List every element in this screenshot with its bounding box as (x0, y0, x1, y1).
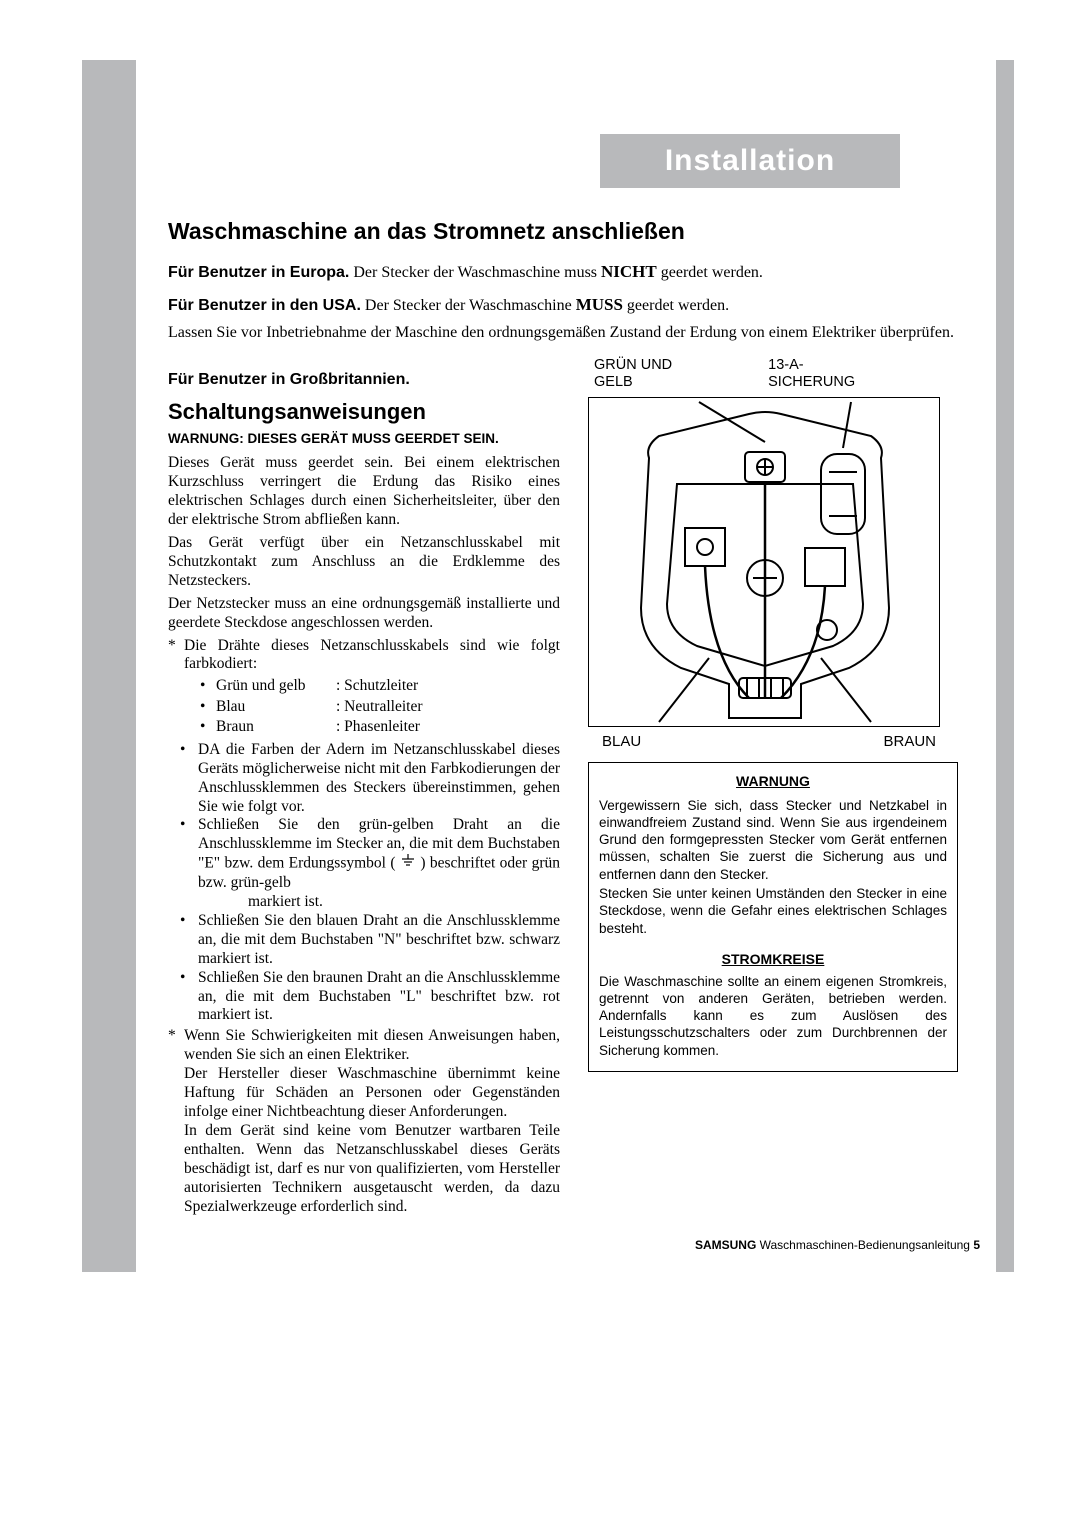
footer-brand: SAMSUNG (695, 1238, 756, 1252)
diagram-label-green-yellow: GRÜN UND GELB (594, 357, 672, 390)
electrician-note: * Wenn Sie Schwierigkeiten mit diesen An… (168, 1027, 560, 1216)
body-text: Dieses Gerät muss geerdet sein. Bei eine… (168, 454, 560, 1216)
body-p1: Dieses Gerät muss geerdet sein. Bei eine… (168, 454, 560, 530)
usa-note-2: Lassen Sie vor Inbetriebnahme der Maschi… (168, 323, 968, 344)
diagram-label-blue: BLAU (602, 733, 641, 750)
wire-row: •Braun: Phasenleiter (200, 717, 560, 737)
footer-text: Waschmaschinen-Bedienungsanleitung (756, 1238, 973, 1252)
europe-label: Für Benutzer in Europa. (168, 264, 349, 281)
wire-row: •Grün und gelb: Schutzleiter (200, 676, 560, 696)
wire-color-list: •Grün und gelb: Schutzleiter •Blau: Neut… (200, 676, 560, 736)
wire-intro: * Die Drähte dieses Netzanschlusskabels … (168, 637, 560, 675)
warning-heading: WARNUNG (599, 773, 947, 791)
body-p2: Das Gerät verfügt über ein Netzanschluss… (168, 534, 560, 591)
plug-svg (589, 398, 941, 728)
page-footer: SAMSUNG Waschmaschinen-Bedienungsanleitu… (695, 1238, 980, 1252)
diagram-label-brown: BRAUN (883, 733, 936, 750)
ground-icon (400, 854, 416, 874)
list-item-continuation: markiert ist. (248, 893, 560, 912)
body-p3: Der Netzstecker muss an eine ordnungsgem… (168, 595, 560, 633)
list-item: •Schließen Sie den blauen Draht an die A… (180, 912, 560, 969)
diagram-top-labels: GRÜN UND GELB 13-A- SICHERUNG (594, 357, 958, 390)
usa-label: Für Benutzer in den USA. (168, 297, 361, 314)
warning-p2: Stecken Sie unter keinen Umständen den S… (599, 885, 947, 937)
list-item: •Schließen Sie den grün-gelben Draht an … (180, 816, 560, 893)
circuits-heading: STROMKREISE (599, 951, 947, 969)
two-column-layout: Für Benutzer in Großbritannien. Schaltun… (168, 357, 968, 1216)
circuits-p: Die Waschmaschine sollte an einem eigene… (599, 973, 947, 1059)
left-column: Für Benutzer in Großbritannien. Schaltun… (168, 357, 560, 1216)
left-gray-bar (82, 60, 136, 1272)
instruction-bullets: •DA die Farben der Adern im Netzanschlus… (180, 741, 560, 893)
right-gray-bar (996, 60, 1014, 1272)
ground-warning-line: WARNUNG: DIESES GERÄT MUSS GEERDET SEIN. (168, 431, 560, 446)
europe-note: Für Benutzer in Europa. Der Stecker der … (168, 261, 968, 284)
right-column: GRÜN UND GELB 13-A- SICHERUNG (588, 357, 958, 1216)
content-area: Waschmaschine an das Stromnetz anschließ… (168, 218, 968, 1216)
main-heading: Waschmaschine an das Stromnetz anschließ… (168, 218, 968, 245)
wire-row: •Blau: Neutralleiter (200, 697, 560, 717)
section-title: Installation (665, 144, 835, 178)
warning-p1: Vergewissern Sie sich, dass Stecker und … (599, 797, 947, 883)
uk-label: Für Benutzer in Großbritannien. (168, 371, 560, 389)
sub-heading: Schaltungsanweisungen (168, 399, 560, 425)
warning-box: WARNUNG Vergewissern Sie sich, dass Stec… (588, 762, 958, 1072)
diagram-bottom-labels: BLAU BRAUN (602, 733, 936, 750)
list-item: •Schließen Sie den braunen Draht an die … (180, 969, 560, 1026)
footer-page-number: 5 (973, 1238, 980, 1252)
diagram-label-fuse: 13-A- SICHERUNG (768, 357, 855, 390)
plug-wiring-diagram (588, 397, 940, 727)
usa-note: Für Benutzer in den USA. Der Stecker der… (168, 294, 968, 317)
list-item: •DA die Farben der Adern im Netzanschlus… (180, 741, 560, 817)
section-title-box: Installation (600, 134, 900, 188)
page: Installation Waschmaschine an das Stromn… (0, 0, 1080, 1528)
